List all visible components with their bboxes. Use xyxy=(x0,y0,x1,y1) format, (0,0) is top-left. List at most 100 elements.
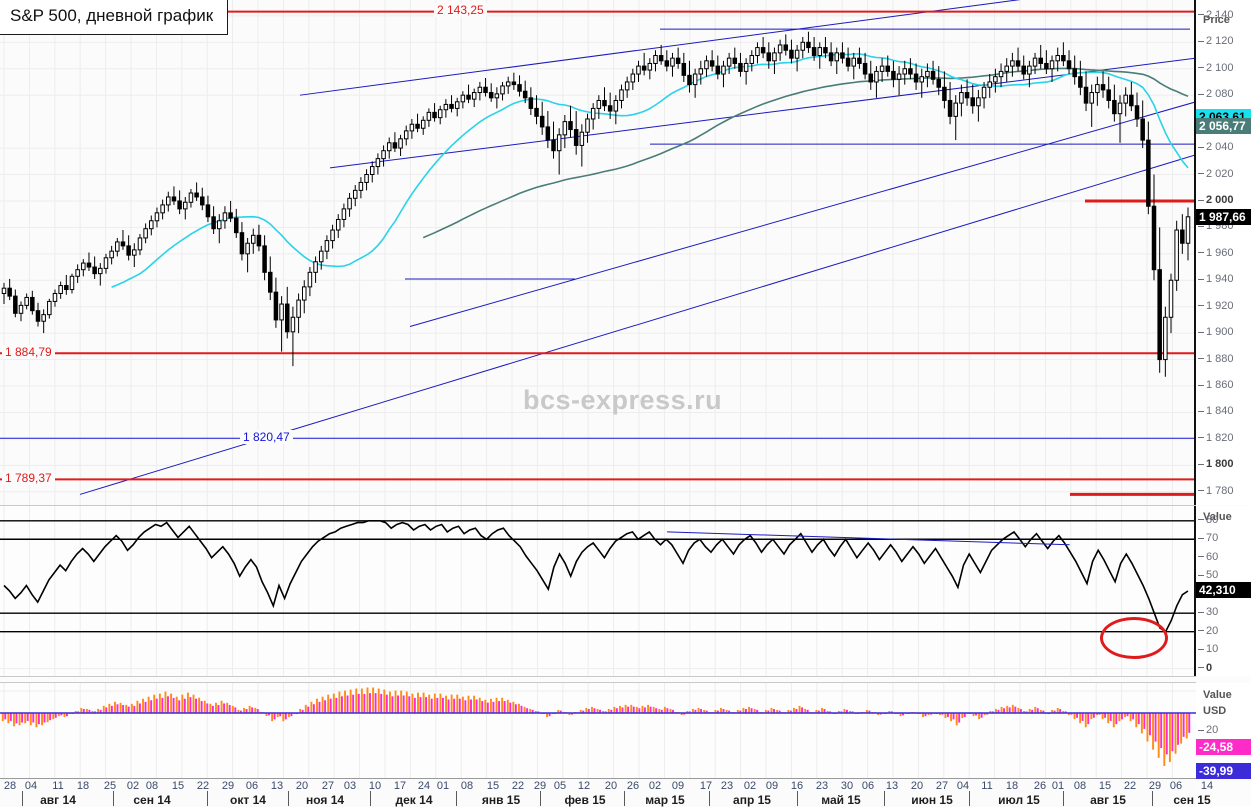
date-axis-day: 26 xyxy=(1033,780,1047,792)
date-axis-separator xyxy=(709,791,710,806)
price-tick-1960: 1 960 xyxy=(1198,247,1234,259)
date-axis-separator xyxy=(456,791,457,806)
date-axis-day: 08 xyxy=(1073,780,1087,792)
price-tick-2040: 2 040 xyxy=(1198,141,1234,153)
date-axis-day: 10 xyxy=(368,780,382,792)
date-axis-day: 29 xyxy=(1148,780,1162,792)
last-price-value: 1 987,66 xyxy=(1196,209,1251,226)
date-axis-month: май 15 xyxy=(821,793,861,807)
price-tick-1840: 1 840 xyxy=(1198,405,1234,417)
date-axis-day: 23 xyxy=(815,780,829,792)
date-axis-separator xyxy=(113,791,114,806)
date-axis-day: 06 xyxy=(245,780,259,792)
date-axis-day: 13 xyxy=(885,780,899,792)
price-tick-1880: 1 880 xyxy=(1198,353,1234,365)
rsi-axis-title: Value xyxy=(1203,511,1232,523)
date-axis-day: 20 xyxy=(604,780,618,792)
date-axis-day: 22 xyxy=(511,780,525,792)
macd-svg xyxy=(0,683,1196,778)
macd-tick-20: 20 xyxy=(1198,724,1218,736)
date-axis-day: 15 xyxy=(171,780,185,792)
price-axis[interactable]: Price 2 140 2 120 2 100 2 080 2 040 2 020 2 00… xyxy=(1194,0,1251,505)
price-tick-2100: 2 100 xyxy=(1198,62,1234,74)
chart-title-box: S&P 500, дневной график xyxy=(0,0,229,35)
date-axis-day: 22 xyxy=(1123,780,1137,792)
price-chart-svg xyxy=(0,0,1196,505)
price-chart-pane[interactable] xyxy=(0,0,1196,505)
date-axis-day: 25 xyxy=(103,780,117,792)
price-tick-1900: 1 900 xyxy=(1198,326,1234,338)
price-tick-1940: 1 940 xyxy=(1198,273,1234,285)
rsi-tick-50: 50 xyxy=(1198,569,1218,581)
rsi-tick-30: 30 xyxy=(1198,606,1218,618)
pane-divider-price-rsi xyxy=(0,505,1196,506)
date-axis-month: авг 15 xyxy=(1090,793,1126,807)
date-axis-day: 16 xyxy=(790,780,804,792)
date-axis-month: фев 15 xyxy=(564,793,606,807)
macd-line-value: -39,99 xyxy=(1196,763,1251,779)
price-level-label-0: 2 143,25 xyxy=(434,2,487,17)
rsi-tick-10: 10 xyxy=(1198,643,1218,655)
date-axis-day: 06 xyxy=(1169,780,1183,792)
macd-axis-title: Value xyxy=(1203,689,1232,701)
date-axis-day: 15 xyxy=(486,780,500,792)
date-axis-separator xyxy=(884,791,885,806)
date-axis-day: 23 xyxy=(720,780,734,792)
date-axis-day: 04 xyxy=(956,780,970,792)
date-axis-day: 14 xyxy=(1200,780,1214,792)
price-tick-2140: 2 140 xyxy=(1198,9,1234,21)
date-axis-month: ноя 14 xyxy=(305,793,345,807)
ma-slow-value: 2 056,77 xyxy=(1196,117,1251,134)
pane-divider-rsi-macd xyxy=(0,676,1196,677)
date-axis-day: 09 xyxy=(765,780,779,792)
price-tick-1920: 1 920 xyxy=(1198,300,1234,312)
date-axis-separator xyxy=(540,791,541,806)
price-level-label-1: 1 884,79 xyxy=(2,345,55,360)
price-level-label-2: 1 820,47 xyxy=(240,430,293,445)
price-level-label-3: 1 789,37 xyxy=(2,471,55,486)
price-tick-1820: 1 820 xyxy=(1198,432,1234,444)
date-axis-separator xyxy=(207,791,208,806)
rsi-tick-20: 20 xyxy=(1198,625,1218,637)
price-tick-1860: 1 860 xyxy=(1198,379,1234,391)
date-axis-separator xyxy=(1063,791,1064,806)
rsi-pane[interactable] xyxy=(0,506,1196,676)
macd-axis[interactable]: Value USD 20 -24,58 -39,99 xyxy=(1196,683,1251,779)
date-axis-day: 30 xyxy=(840,780,854,792)
rsi-tick-60: 60 xyxy=(1198,551,1218,563)
date-axis-day: 02 xyxy=(743,780,757,792)
macd-pane[interactable] xyxy=(0,683,1196,778)
rsi-svg xyxy=(0,506,1196,676)
watermark: bcs-express.ru xyxy=(523,385,723,415)
date-axis-day: 08 xyxy=(145,780,159,792)
date-axis-day: 08 xyxy=(460,780,474,792)
date-axis-month: мар 15 xyxy=(645,793,685,807)
date-axis-month: июл 15 xyxy=(998,793,1040,807)
date-axis-day: 20 xyxy=(910,780,924,792)
date-axis-day: 04 xyxy=(24,780,38,792)
date-axis-day: 02 xyxy=(648,780,662,792)
date-axis-month: окт 14 xyxy=(230,793,266,807)
date-axis-day: 22 xyxy=(196,780,210,792)
date-axis-separator xyxy=(288,791,289,806)
rsi-tick-0: 0 xyxy=(1198,662,1212,674)
date-axis-day: 12 xyxy=(577,780,591,792)
date-axis[interactable]: 28 04 11 18 25 02 08 15 22 29 06 13 20 27 03 10 17 24 01 08… xyxy=(0,778,1213,807)
price-tick-1780: 1 780 xyxy=(1198,485,1234,497)
date-axis-separator xyxy=(797,791,798,806)
date-axis-day: 17 xyxy=(393,780,407,792)
macd-signal-value: -24,58 xyxy=(1196,739,1251,755)
date-axis-day: 01 xyxy=(1051,780,1065,792)
date-axis-day: 28 xyxy=(3,780,17,792)
price-axis-title: Price xyxy=(1203,14,1230,26)
date-axis-day: 01 xyxy=(436,780,450,792)
rsi-axis[interactable]: Value 80 70 60 50 30 20 10 0 42,310 xyxy=(1194,506,1251,676)
date-axis-month: авг 14 xyxy=(40,793,76,807)
date-axis-separator xyxy=(624,791,625,806)
date-axis-day: 24 xyxy=(417,780,431,792)
date-axis-day: 02 xyxy=(126,780,140,792)
price-tick-2000: 2 000 xyxy=(1198,194,1234,206)
date-axis-day: 17 xyxy=(699,780,713,792)
date-axis-day: 06 xyxy=(861,780,875,792)
